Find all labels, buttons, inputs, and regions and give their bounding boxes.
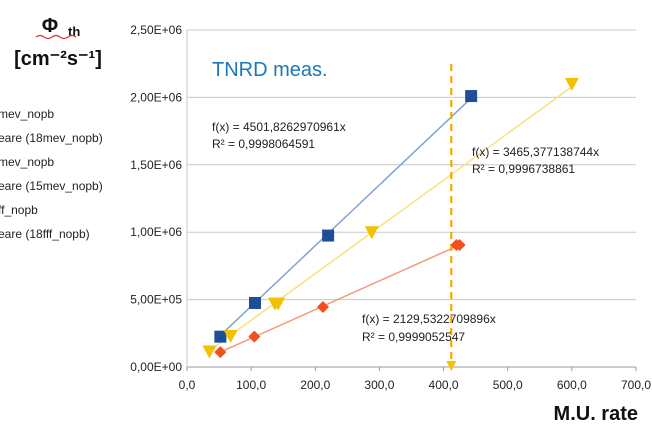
r2-blue: R² = 0,9998064591 <box>212 137 315 151</box>
x-tick-labels: 0,0 100,0 200,0 300,0 400,0 500,0 600,0 700,0 <box>179 378 652 392</box>
data-point-square <box>248 296 261 309</box>
legend-entry: mev_nopb <box>0 155 54 169</box>
data-point-diamond <box>248 330 261 343</box>
y-tick-label: 2,00E+06 <box>130 90 182 104</box>
x-axis-label: M.U. rate <box>554 403 638 425</box>
data-point-triangle <box>364 226 379 240</box>
equation-blue: f(x) = 4501,8262970961x <box>212 120 346 134</box>
legend-entry: eare (15mev_nopb) <box>0 179 103 193</box>
trendline <box>220 244 460 353</box>
x-tick-label: 100,0 <box>236 378 266 392</box>
x-tick-label: 600,0 <box>557 378 587 392</box>
trendline <box>219 97 472 336</box>
data-point-diamond <box>316 301 329 314</box>
r2-yellow: R² = 0,9996738861 <box>472 162 575 176</box>
spellcheck-underline <box>35 34 77 40</box>
data-point-triangle <box>271 297 286 311</box>
measurement-line <box>446 64 457 371</box>
data-point-triangle <box>223 329 238 343</box>
data-point-square <box>214 330 227 343</box>
y-tick-label: 1,00E+06 <box>130 225 182 239</box>
y-tick-label: 1,50E+06 <box>130 158 182 172</box>
legend-entry: ff_nopb <box>0 203 38 217</box>
trendlines <box>209 86 573 353</box>
data-point-diamond <box>214 346 227 359</box>
data-point-triangle <box>564 77 579 91</box>
measurement-line-arrow <box>446 361 457 371</box>
x-tick-label: 200,0 <box>300 378 330 392</box>
legend-entry: mev_nopb <box>0 107 54 121</box>
data-point-square <box>322 229 335 242</box>
data-point-diamond <box>453 239 466 252</box>
data-point-square <box>465 90 478 103</box>
y-tick-label: 5,00E+05 <box>130 293 182 307</box>
y-tick-label: 2,50E+06 <box>130 23 182 37</box>
r2-orange: R² = 0,9999052547 <box>362 330 465 344</box>
x-tick-label: 500,0 <box>493 378 523 392</box>
x-tick-label: 0,0 <box>179 378 196 392</box>
legend-entry: eare (18fff_nopb) <box>0 227 90 241</box>
equation-yellow: f(x) = 3465,377138744x <box>472 145 599 159</box>
x-tick-label: 700,0 <box>621 378 651 392</box>
y-tick-label: 0,00E+00 <box>130 360 182 374</box>
data-point-triangle <box>202 345 217 359</box>
x-tick-label: 300,0 <box>364 378 394 392</box>
y-tick-labels: 0,00E+00 5,00E+05 1,00E+06 1,50E+06 2,00E+06… <box>130 23 182 374</box>
y-axis-label-main: Φ <box>42 15 58 37</box>
legend-entry: eare (18mev_nopb) <box>0 131 103 145</box>
trendline <box>209 86 573 352</box>
x-tick-label: 400,0 <box>429 378 459 392</box>
y-axis-unit: [cm⁻²s⁻¹] <box>14 48 102 70</box>
data-points <box>202 77 579 359</box>
annotation-tnrd: TNRD meas. <box>212 59 328 81</box>
gridlines <box>186 29 637 371</box>
y-axis-label-sub: th <box>68 24 80 39</box>
equation-orange: f(x) = 2129,5322709896x <box>362 312 496 326</box>
